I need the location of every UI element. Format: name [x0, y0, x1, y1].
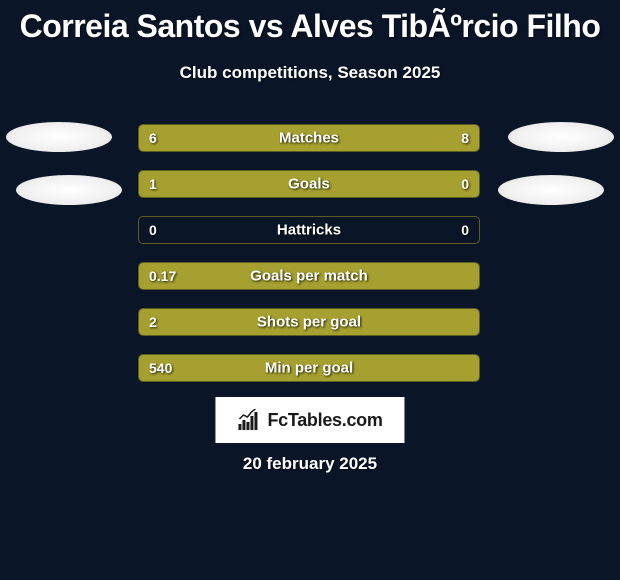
stat-row: 2Shots per goal	[138, 308, 480, 336]
player-left-shadow	[16, 175, 122, 205]
stat-row: 68Matches	[138, 124, 480, 152]
player-left-avatar-placeholder	[6, 122, 112, 152]
stat-row: 540Min per goal	[138, 354, 480, 382]
stat-row: 0.17Goals per match	[138, 262, 480, 290]
stat-label: Hattricks	[139, 222, 479, 239]
stat-label: Goals	[139, 176, 479, 193]
fctables-logo-icon	[237, 409, 261, 431]
stat-label: Goals per match	[139, 268, 479, 285]
brand-text: FcTables.com	[267, 410, 382, 431]
stat-row: 10Goals	[138, 170, 480, 198]
stat-label: Min per goal	[139, 360, 479, 377]
brand-badge: FcTables.com	[215, 397, 404, 443]
player-right-avatar-placeholder	[508, 122, 614, 152]
stat-label: Shots per goal	[139, 314, 479, 331]
player-right-shadow	[498, 175, 604, 205]
stats-container: 68Matches 10Goals 00Hattricks 0.17Goals per…	[138, 124, 480, 400]
stat-row: 00Hattricks	[138, 216, 480, 244]
date-text: 20 february 2025	[0, 454, 620, 474]
comparison-title: Correia Santos vs Alves TibÃºrcio Filho	[0, 0, 620, 45]
comparison-subtitle: Club competitions, Season 2025	[0, 63, 620, 83]
stat-label: Matches	[139, 130, 479, 147]
